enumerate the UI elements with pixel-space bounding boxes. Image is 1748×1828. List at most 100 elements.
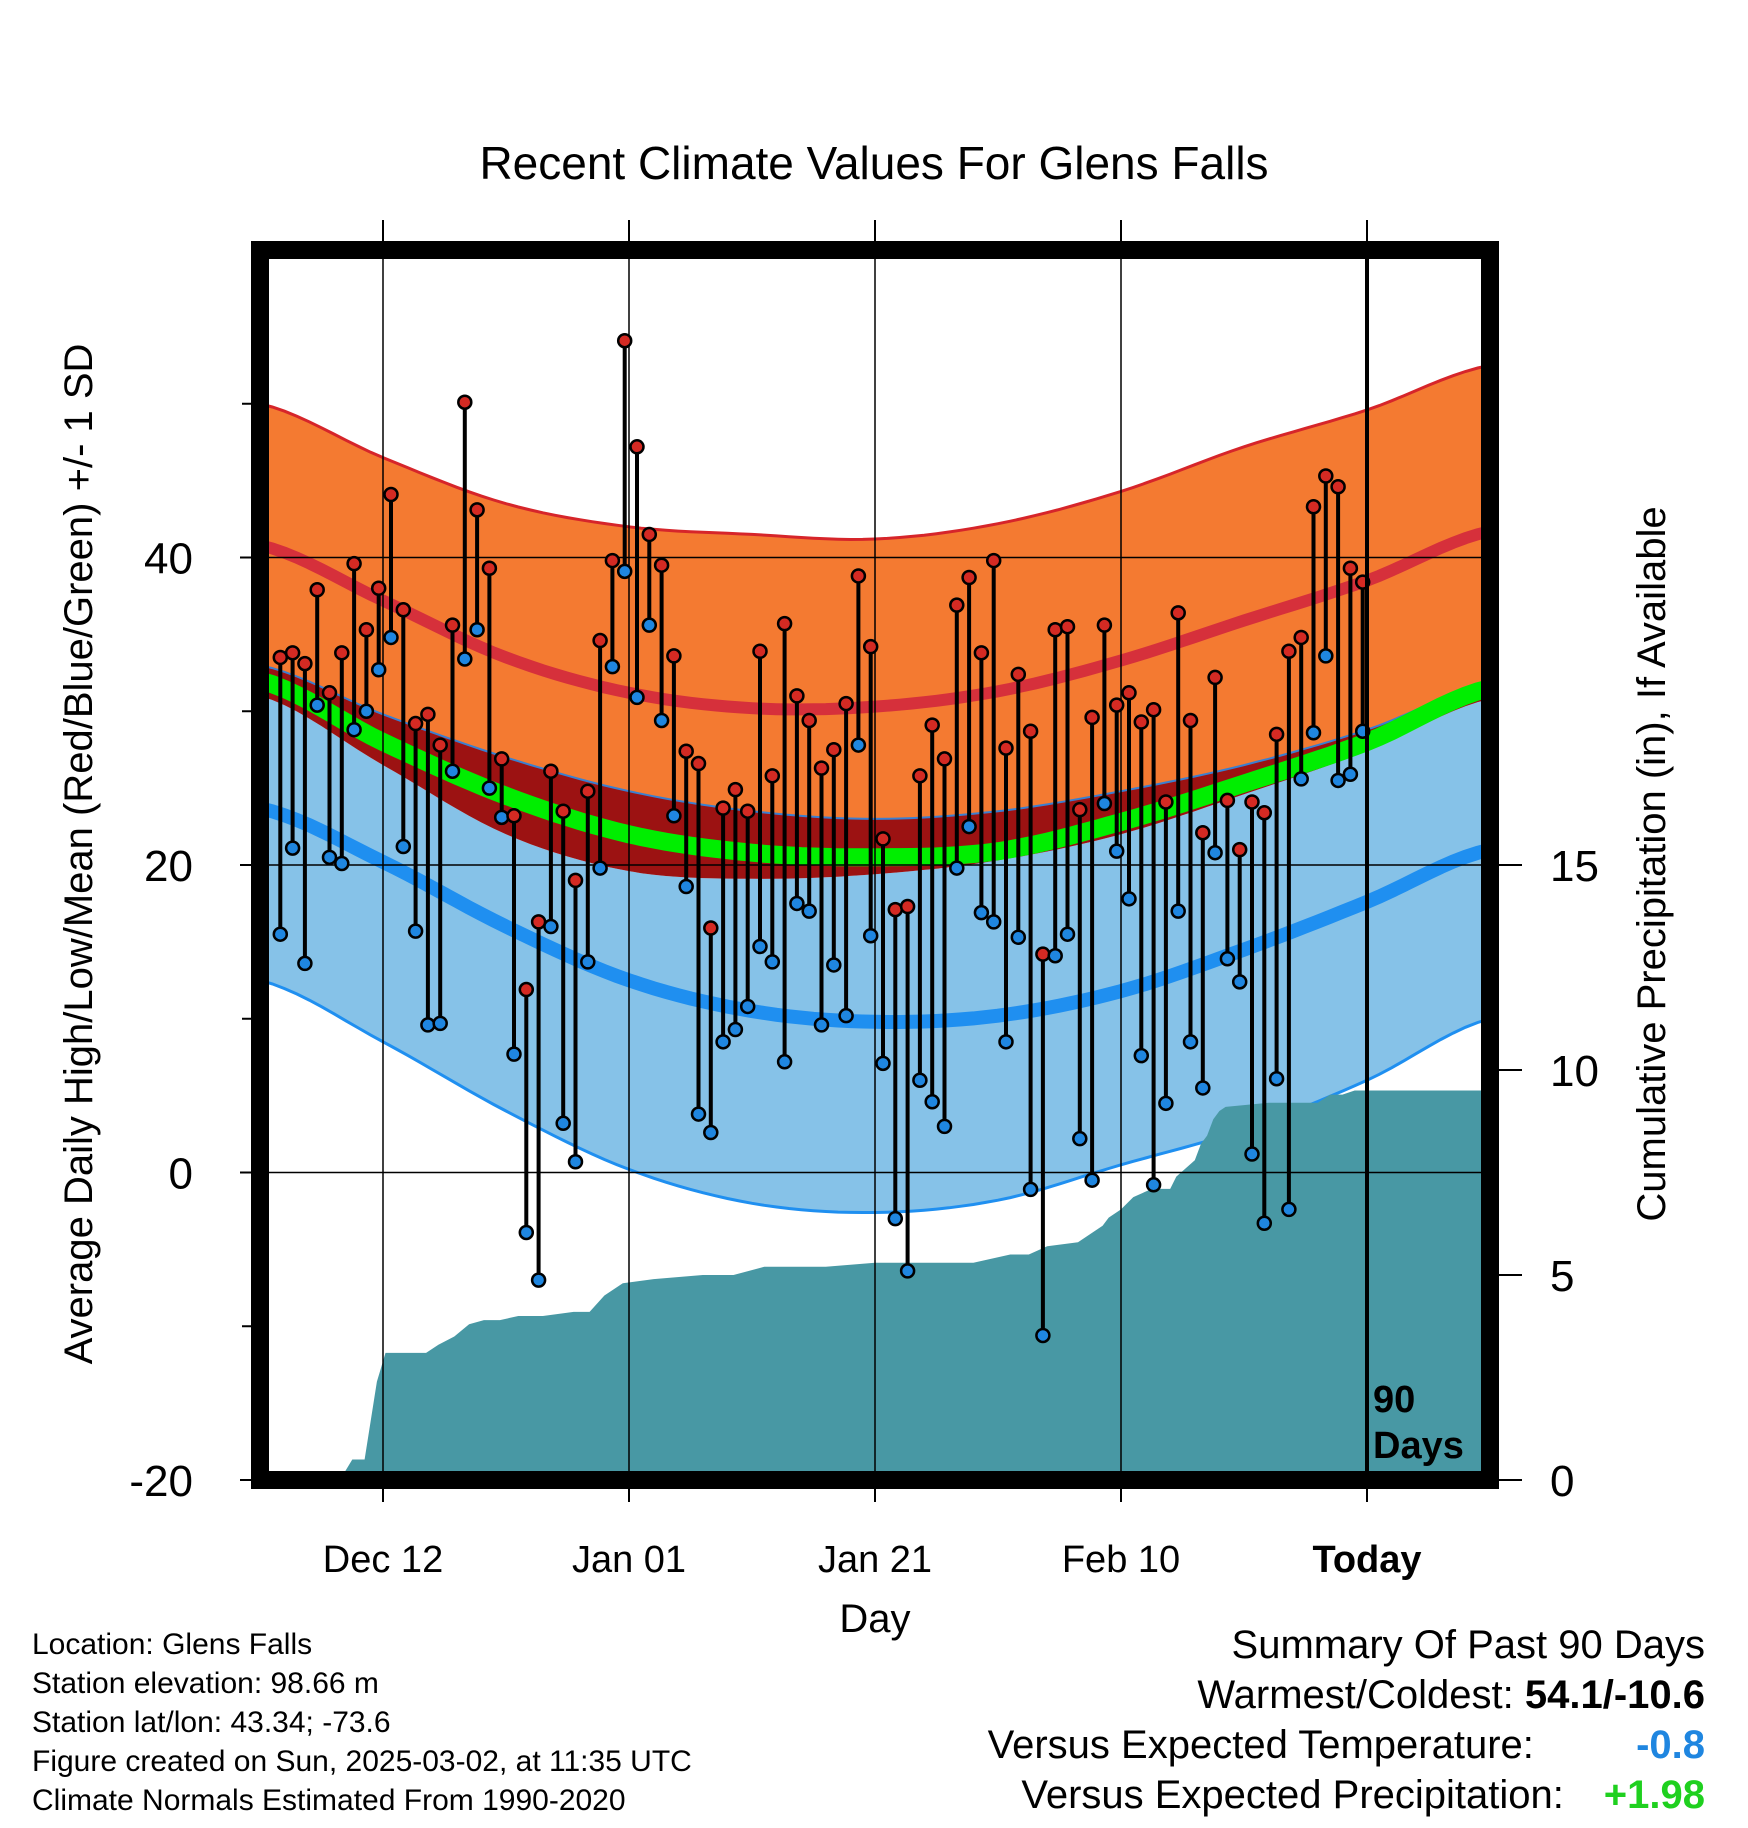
low-dot bbox=[690, 1106, 707, 1122]
low-dot bbox=[1010, 929, 1027, 946]
y-axis-label: Average Daily High/Low/Mean (Red/Blue/Gr… bbox=[57, 344, 101, 1365]
high-dot bbox=[1182, 712, 1199, 729]
low-dot bbox=[912, 1072, 928, 1088]
high-dot bbox=[1219, 792, 1236, 809]
x-tick-label: Jan 01 bbox=[572, 1539, 686, 1581]
high-dot bbox=[1342, 560, 1359, 577]
high-dot bbox=[481, 560, 498, 577]
low-dot bbox=[420, 1017, 436, 1033]
low-dot bbox=[383, 629, 399, 646]
high-dot bbox=[1244, 794, 1260, 810]
low-dot bbox=[1256, 1215, 1273, 1231]
high-dot bbox=[1022, 723, 1039, 739]
x-tick-label: Today bbox=[1312, 1539, 1421, 1581]
high-dot bbox=[518, 981, 535, 998]
low-dot bbox=[1096, 795, 1113, 812]
low-dot bbox=[1158, 1095, 1174, 1112]
high-dot bbox=[912, 768, 928, 784]
low-dot bbox=[998, 1034, 1014, 1050]
high-dot bbox=[1072, 801, 1088, 818]
low-dot bbox=[949, 860, 965, 876]
elevation-text: Station elevation: 98.66 m bbox=[32, 1667, 379, 1700]
low-dot bbox=[1330, 772, 1346, 789]
today-days-number: 90 bbox=[1373, 1379, 1415, 1421]
high-dot bbox=[1035, 946, 1051, 962]
high-dot bbox=[1318, 468, 1334, 484]
high-dot bbox=[715, 800, 731, 816]
low-dot bbox=[395, 838, 412, 855]
high-dot bbox=[727, 781, 744, 798]
created-text: Figure created on Sun, 2025-03-02, at 11… bbox=[32, 1745, 692, 1778]
low-dot bbox=[432, 1015, 448, 1032]
location-text: Location: Glens Falls bbox=[32, 1628, 313, 1661]
temp-anomaly-label: Versus Expected Temperature: bbox=[987, 1723, 1534, 1767]
low-dot bbox=[604, 658, 621, 675]
low-dot bbox=[506, 1046, 522, 1062]
summary-panel: Summary Of Past 90 Days Warmest/Coldest:… bbox=[988, 1620, 1705, 1820]
high-dot bbox=[887, 901, 904, 918]
low-dot bbox=[444, 763, 461, 779]
low-dot bbox=[875, 1055, 891, 1072]
low-dot bbox=[1244, 1146, 1260, 1162]
low-dot bbox=[1318, 648, 1334, 664]
high-dot bbox=[973, 645, 990, 661]
low-dot bbox=[530, 1272, 547, 1288]
high-dot bbox=[949, 597, 965, 613]
low-dot bbox=[1072, 1130, 1088, 1147]
high-dot bbox=[444, 617, 461, 633]
high-dot bbox=[899, 898, 916, 915]
high-dot bbox=[567, 872, 584, 889]
low-dot bbox=[678, 878, 694, 895]
high-dot bbox=[395, 602, 412, 618]
low-dot bbox=[457, 651, 473, 667]
low-dot bbox=[899, 1263, 916, 1279]
low-dot bbox=[1170, 903, 1186, 919]
high-dot bbox=[555, 803, 571, 819]
low-dot bbox=[309, 697, 325, 713]
y-tick-label: 0 bbox=[169, 1150, 193, 1199]
high-dot bbox=[666, 648, 682, 664]
low-dot bbox=[1305, 725, 1322, 741]
high-dot bbox=[1059, 618, 1076, 635]
y2-tick-label: 0 bbox=[1550, 1457, 1574, 1506]
high-dot bbox=[629, 439, 645, 455]
low-dot bbox=[826, 957, 842, 973]
high-dot bbox=[1231, 841, 1248, 858]
low-dot bbox=[1133, 1047, 1150, 1064]
y2-tick-label: 5 bbox=[1550, 1252, 1574, 1301]
high-dot bbox=[961, 569, 977, 586]
high-dot bbox=[506, 808, 522, 824]
low-dot bbox=[518, 1224, 535, 1241]
normals-text: Climate Normals Estimated From 1990-2020 bbox=[32, 1784, 626, 1817]
high-dot bbox=[789, 688, 805, 704]
low-dot bbox=[1207, 844, 1223, 861]
x-axis-label: Day bbox=[839, 1597, 910, 1641]
low-dot bbox=[703, 1124, 719, 1141]
low-dot bbox=[739, 998, 756, 1015]
high-dot bbox=[1281, 643, 1297, 660]
low-dot bbox=[358, 703, 375, 719]
temp-anomaly-row: Versus Expected Temperature: -0.8 bbox=[988, 1720, 1705, 1770]
low-dot bbox=[1231, 974, 1248, 990]
high-dot bbox=[764, 768, 781, 784]
high-dot bbox=[1096, 617, 1113, 633]
high-dot bbox=[469, 502, 485, 518]
high-dot bbox=[1330, 479, 1346, 495]
high-dot bbox=[1268, 726, 1285, 743]
high-dot bbox=[297, 655, 313, 672]
low-dot bbox=[272, 926, 289, 942]
high-dot bbox=[924, 717, 940, 733]
today-days-label: Days bbox=[1373, 1425, 1464, 1467]
low-dot bbox=[641, 617, 658, 633]
high-dot bbox=[604, 552, 621, 569]
high-dot bbox=[776, 615, 793, 632]
high-dot bbox=[580, 783, 596, 799]
low-dot bbox=[838, 1007, 854, 1024]
high-dot bbox=[1293, 629, 1309, 646]
low-dot bbox=[752, 938, 768, 955]
low-dot bbox=[407, 923, 424, 939]
low-dot bbox=[653, 712, 670, 729]
low-dot bbox=[543, 918, 559, 935]
low-dot bbox=[1145, 1177, 1162, 1193]
